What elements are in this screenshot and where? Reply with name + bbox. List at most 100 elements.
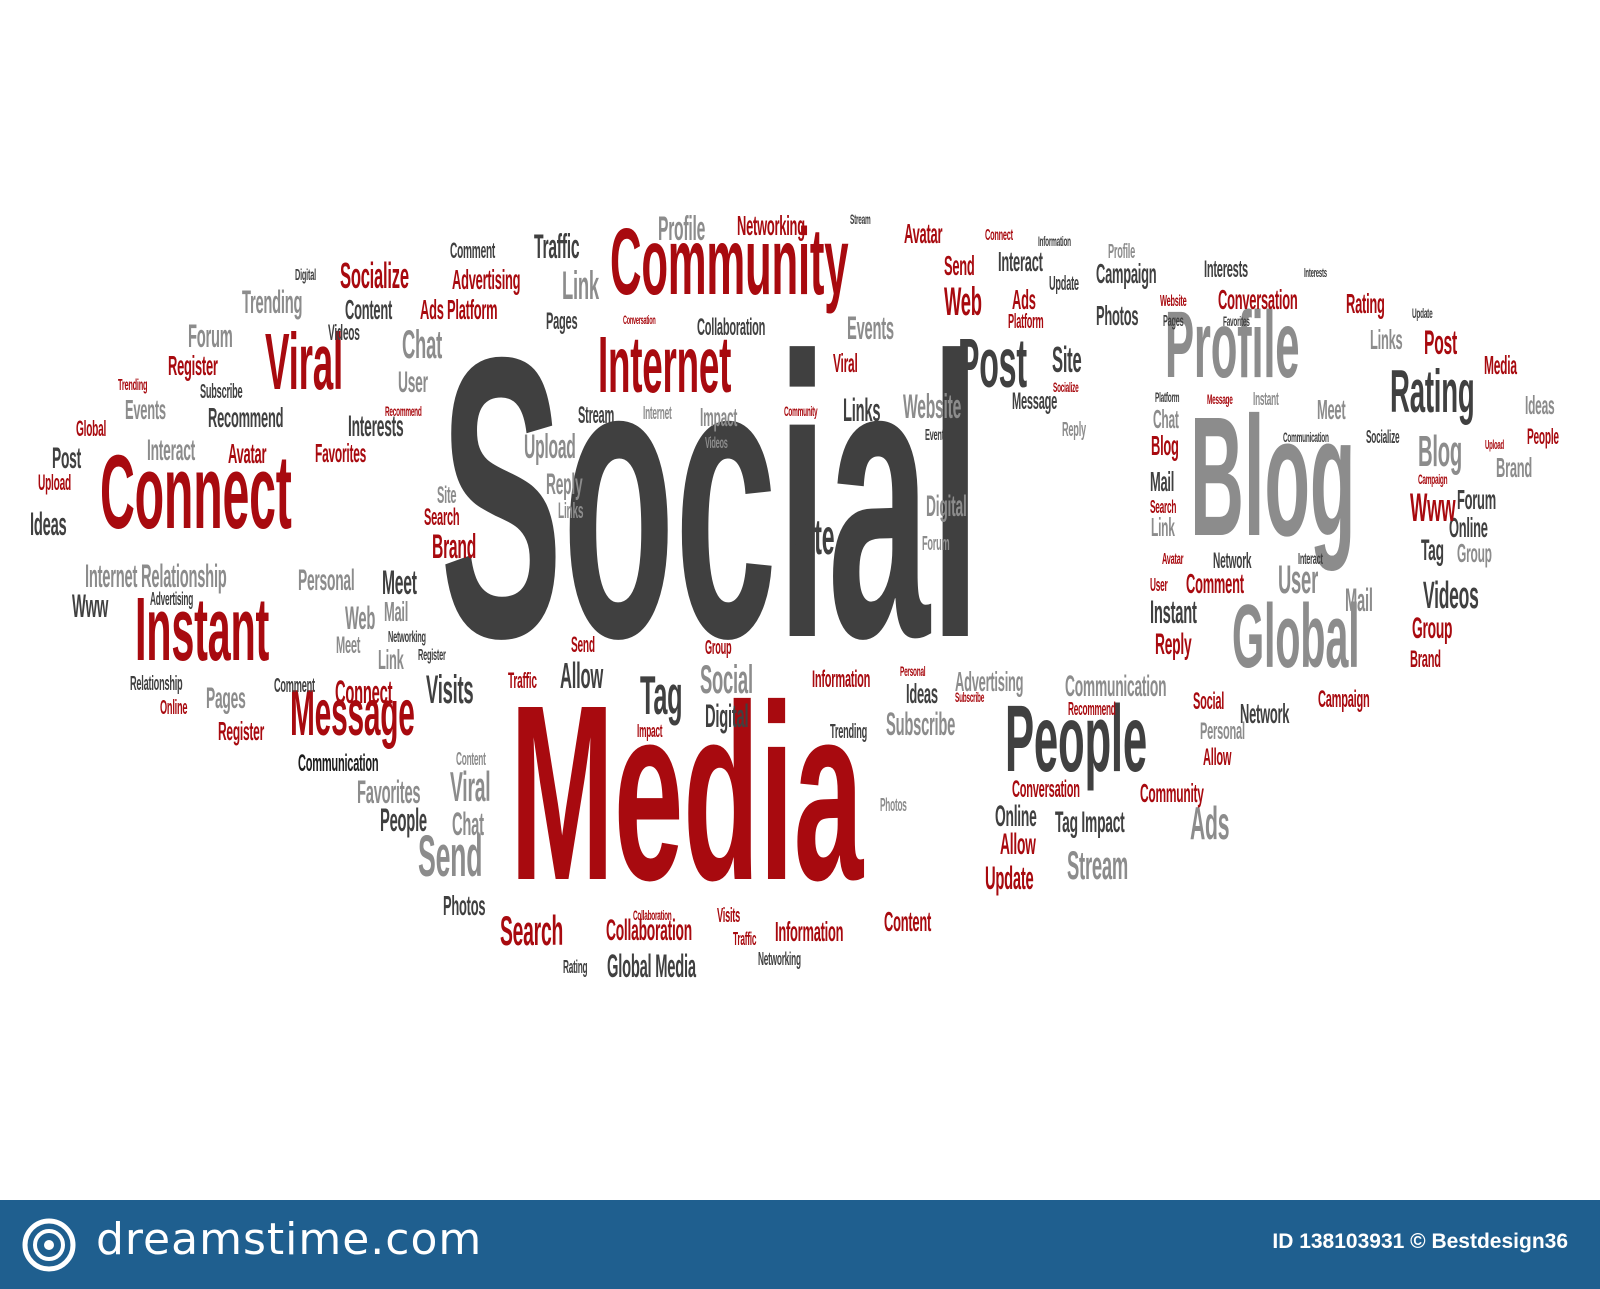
cloud-word: Meet [382,564,417,602]
cloud-word: Ideas [906,678,938,709]
cloud-word: User [398,366,428,399]
cloud-word: Recommend [1068,699,1116,719]
cloud-word: People [1005,686,1147,792]
cloud-word: Mail [1150,466,1175,497]
cloud-word: Link [378,644,404,675]
cloud-word: Advertising [955,666,1024,697]
cloud-word: Campaign [1318,686,1370,713]
cloud-word: Media [1484,350,1517,380]
cloud-word: Register [418,647,446,664]
cloud-word: Pages [546,308,578,335]
cloud-word: Rating [563,957,588,977]
cloud-word: Reply [1155,628,1192,661]
cloud-word: Post [1424,324,1457,362]
cloud-word: User [1278,558,1318,602]
cloud-word: Traffic [733,929,757,949]
cloud-word: Pages [1163,313,1184,330]
cloud-word: Link [562,264,599,308]
cloud-word: Message [290,676,415,749]
cloud-word: Rating [1346,288,1385,319]
cloud-word: Interests [348,410,404,443]
cloud-word: Recommend [385,403,422,419]
cloud-word: Favorites [1223,313,1250,329]
cloud-word: Network [1240,698,1290,729]
cloud-word: Events [847,310,894,346]
cloud-word: Visits [717,905,740,927]
cloud-word: Socialize [340,255,409,296]
cloud-word: Profile [1108,241,1136,263]
cloud-word: Web [944,280,982,324]
cloud-word: Update [985,860,1034,896]
cloud-word: Link [1151,512,1175,542]
cloud-word: Community [1140,778,1204,808]
cloud-word: Digital [926,490,967,523]
cloud-word: Forum [922,533,950,555]
cloud-word: Conversation [1218,284,1298,315]
cloud-word: Forum [188,318,233,354]
cloud-word: Subscribe [886,706,956,742]
cloud-word: Recommend [208,402,284,433]
cloud-word: Communication [1283,429,1329,445]
cloud-word: Network [1213,548,1252,573]
cloud-word: Networking [758,949,801,969]
cloud-word: Send [571,632,595,657]
cloud-word: Meet [336,632,361,659]
cloud-word: Favorites [357,774,421,810]
cloud-word: Videos [328,320,360,345]
cloud-word: Interact [1298,551,1323,568]
cloud-word: Information [775,916,844,947]
cloud-word: Upload [524,428,576,466]
cloud-word: Platform [1155,389,1180,405]
cloud-word: Advertising [150,589,194,609]
cloud-word: Socialize [1366,427,1400,447]
word-cloud: Social Media Blog Community Connect Instant In… [30,209,1559,983]
cloud-word: Web [345,600,376,636]
cloud-word: Chat [1153,404,1179,434]
cloud-word: Networking [388,629,426,646]
cloud-word: Internet [643,403,672,423]
cloud-word: Favorites [315,438,367,468]
cloud-word: Rating [1390,358,1475,425]
cloud-word: Reply [546,468,583,501]
cloud-word: Tag Impact [1055,806,1125,839]
cloud-word: Www [1410,486,1456,530]
cloud-word: Communication [298,750,379,777]
cloud-word: User [1150,575,1168,595]
cloud-word: Blog [1418,427,1463,476]
cloud-word: Brand [1496,452,1533,483]
cloud-word: Register [168,350,218,381]
cloud-word: Social [700,658,753,702]
cloud-word: Blog [1190,382,1356,572]
cloud-word: Conversation [623,313,656,327]
cloud-word: Upload [38,470,71,495]
cloud-word: Traffic [508,668,537,693]
cloud-word: Avatar [1162,551,1184,568]
cloud-word: Personal [1200,718,1245,745]
cloud-word: Comment [1186,568,1244,599]
cloud-word: Links [1370,324,1403,355]
cloud-word: Online [995,800,1037,833]
cloud-word: Instant [135,580,270,680]
cloud-word: Profile [658,210,706,248]
cloud-word: Send [418,824,483,889]
cloud-word: Ideas [1525,390,1555,420]
cloud-word: Photos [1096,300,1139,331]
cloud-word: Search [424,504,460,531]
cloud-word: Avatar [904,218,943,249]
cloud-word: Platform [1008,311,1044,333]
cloud-word: Community [610,209,849,315]
cloud-word: Trending [830,721,868,743]
cloud-word: Ads Platform [420,294,498,325]
cloud-word: Site [437,482,457,509]
cloud-word: Networking [737,210,805,241]
cloud-word: Media [510,653,863,932]
cloud-word: Viral [265,317,343,406]
cloud-word: Comment [450,238,496,263]
cloud-word: Events [125,394,166,425]
cloud-word: Tag [1421,534,1444,567]
cloud-word: Profile [1165,292,1300,398]
cloud-word: Tag [640,664,683,726]
cloud-word: Photos [443,890,486,921]
cloud-word: Visits [426,668,474,712]
cloud-word: Global [1232,587,1360,687]
